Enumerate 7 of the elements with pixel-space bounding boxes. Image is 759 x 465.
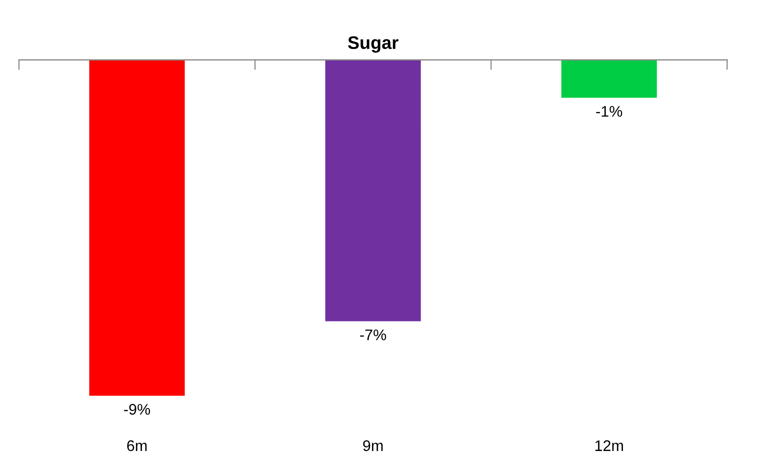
x-tick-label: 9m bbox=[363, 440, 383, 452]
x-tick-label: 12m bbox=[595, 440, 623, 451]
chart-title: Sugar bbox=[348, 36, 398, 53]
x-tick-label: 6m bbox=[127, 440, 147, 452]
data-label: -9% bbox=[124, 404, 150, 415]
data-label: -7% bbox=[360, 330, 386, 340]
data-label: -1% bbox=[596, 106, 622, 117]
